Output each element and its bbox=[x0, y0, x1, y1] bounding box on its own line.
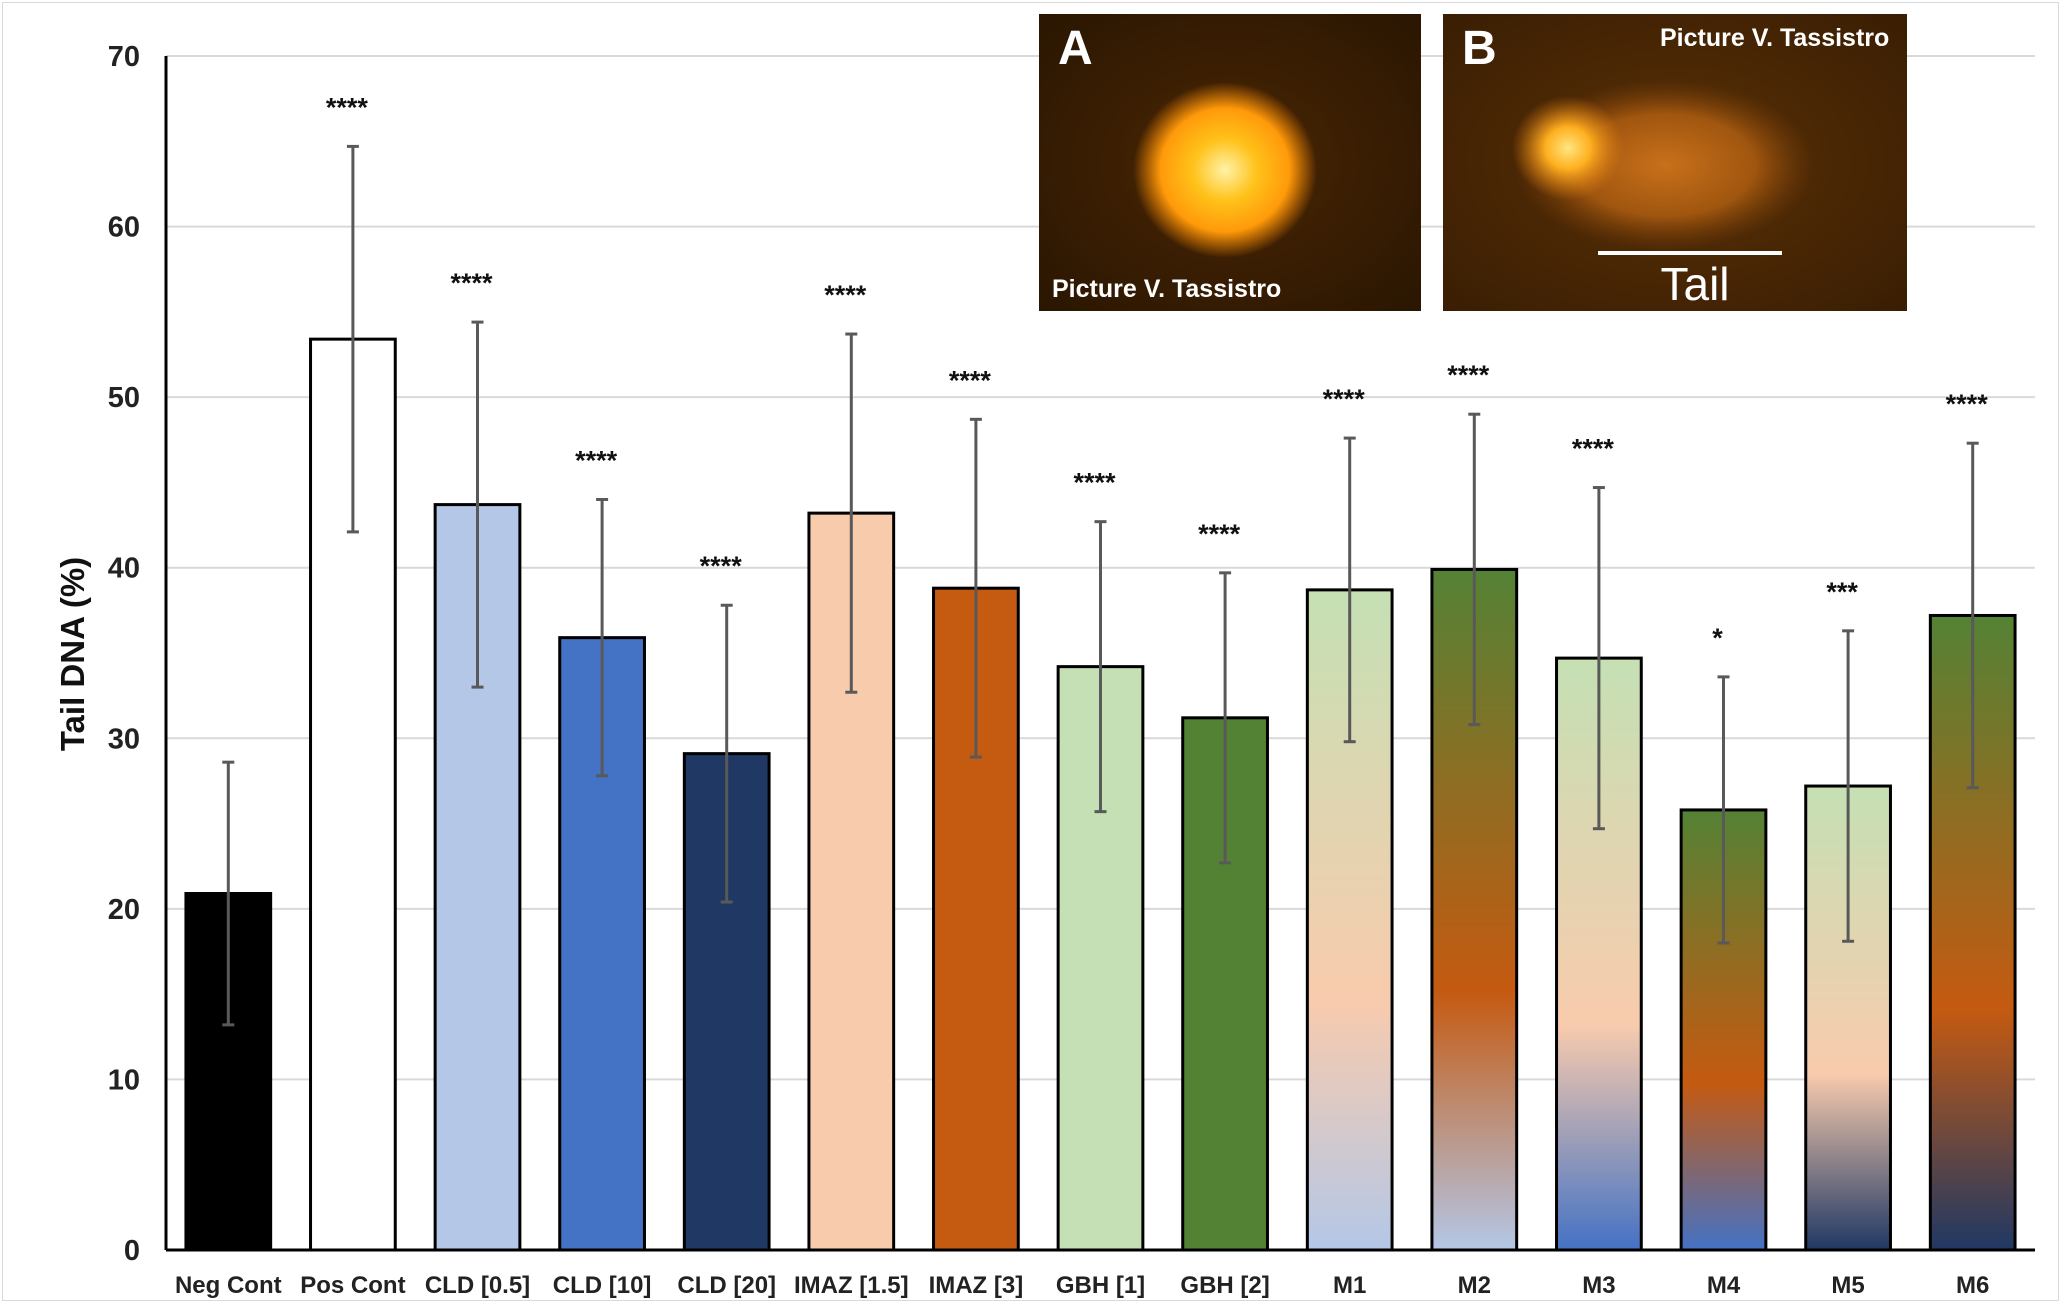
inset-b-tail-label: Tail bbox=[1660, 258, 1729, 310]
inset-a: A Picture V. Tassistro bbox=[1039, 14, 1421, 311]
y-tick-label: 10 bbox=[108, 1064, 140, 1096]
significance-label: **** bbox=[1073, 468, 1116, 498]
x-tick-label: GBH [1] bbox=[1056, 1272, 1145, 1299]
significance-label: *** bbox=[1826, 577, 1858, 607]
significance-label: **** bbox=[1946, 389, 1989, 419]
significance-label: **** bbox=[824, 280, 867, 310]
x-tick-label: Pos Cont bbox=[300, 1272, 405, 1299]
y-tick-label: 30 bbox=[108, 723, 140, 755]
axes bbox=[164, 56, 2035, 1252]
x-tick-label: M4 bbox=[1707, 1272, 1741, 1299]
y-tick-labels: 0 10 20 30 40 50 60 70 bbox=[108, 41, 140, 1267]
significance-label: **** bbox=[700, 551, 743, 581]
x-tick-label: CLD [10] bbox=[553, 1272, 652, 1299]
significance-label: **** bbox=[575, 445, 618, 475]
significance-label: **** bbox=[1572, 434, 1615, 464]
inset-b-comet-head bbox=[1512, 96, 1624, 200]
significance-labels: ****************************************… bbox=[326, 92, 1988, 652]
y-tick-label: 70 bbox=[108, 41, 140, 73]
x-tick-label: IMAZ [1.5] bbox=[794, 1272, 909, 1299]
significance-label: **** bbox=[326, 92, 369, 122]
inset-a-comet-head bbox=[1133, 82, 1317, 258]
error-bars bbox=[222, 144, 1979, 1027]
bar bbox=[1056, 665, 1145, 1252]
y-tick-label: 0 bbox=[124, 1235, 140, 1267]
significance-label: **** bbox=[1198, 519, 1241, 549]
x-tick-label: IMAZ [3] bbox=[929, 1272, 1024, 1299]
x-tick-label: M3 bbox=[1582, 1272, 1615, 1299]
significance-label: **** bbox=[949, 365, 992, 395]
y-tick-label: 40 bbox=[108, 553, 140, 585]
x-tick-labels: Neg Cont Pos Cont CLD [0.5] CLD [10] CLD [20… bbox=[175, 1272, 1989, 1299]
inset-a-letter: A bbox=[1058, 22, 1093, 75]
y-axis-title: Tail DNA (%) bbox=[54, 557, 91, 751]
inset-b-letter: B bbox=[1462, 22, 1497, 75]
y-tick-label: 60 bbox=[108, 212, 140, 244]
x-tick-label: CLD [20] bbox=[677, 1272, 776, 1299]
x-tick-label: M1 bbox=[1333, 1272, 1366, 1299]
x-tick-label: CLD [0.5] bbox=[425, 1272, 530, 1299]
significance-label: **** bbox=[1447, 360, 1490, 390]
x-tick-label: Neg Cont bbox=[175, 1272, 282, 1299]
y-tick-label: 50 bbox=[108, 382, 140, 414]
x-tick-label: M6 bbox=[1956, 1272, 1989, 1299]
x-tick-label: GBH [2] bbox=[1180, 1272, 1269, 1299]
y-tick-label: 20 bbox=[108, 894, 140, 926]
significance-label: * bbox=[1712, 623, 1723, 653]
x-tick-label: M2 bbox=[1458, 1272, 1491, 1299]
bar bbox=[932, 586, 1020, 1252]
inset-b: B Picture V. Tassistro Tail bbox=[1443, 14, 1907, 311]
significance-label: **** bbox=[1323, 384, 1366, 414]
x-tick-label: M5 bbox=[1831, 1272, 1864, 1299]
inset-b-credit: Picture V. Tassistro bbox=[1660, 24, 1889, 52]
inset-a-credit: Picture V. Tassistro bbox=[1052, 275, 1281, 303]
significance-label: **** bbox=[450, 268, 493, 298]
